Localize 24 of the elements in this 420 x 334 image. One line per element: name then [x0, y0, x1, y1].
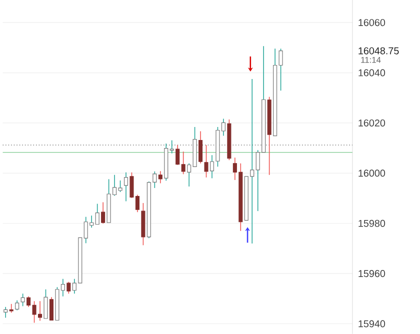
- candlestick: [124, 172, 128, 202]
- y-tick-label: 15960: [358, 270, 386, 278]
- candlestick: [210, 154, 214, 179]
- candlestick: [181, 151, 186, 175]
- candlestick: [49, 296, 54, 321]
- y-tick-label: 16020: [358, 120, 386, 127]
- candlestick: [95, 203, 100, 225]
- y-tick-label: 15980: [358, 220, 386, 227]
- candlestick: [176, 144, 180, 166]
- y-tick-label: 16000: [358, 170, 386, 177]
- y-tick-label: 16040: [358, 69, 386, 76]
- y-tick-label: 16048.75: [358, 47, 399, 54]
- candlestick: [4, 306, 8, 318]
- candlestick: [101, 202, 106, 224]
- candlestick: [15, 300, 20, 311]
- y-tick-label: 15940: [358, 320, 386, 328]
- y-tick-label: 16060: [358, 19, 386, 26]
- candlestick: [158, 170, 162, 184]
- candlestick: [66, 282, 71, 294]
- candlestick: [198, 130, 203, 164]
- candlestick: [20, 293, 25, 307]
- text: 11:14: [361, 57, 381, 63]
- candlestick: [44, 289, 48, 319]
- candlestick: [204, 144, 208, 178]
